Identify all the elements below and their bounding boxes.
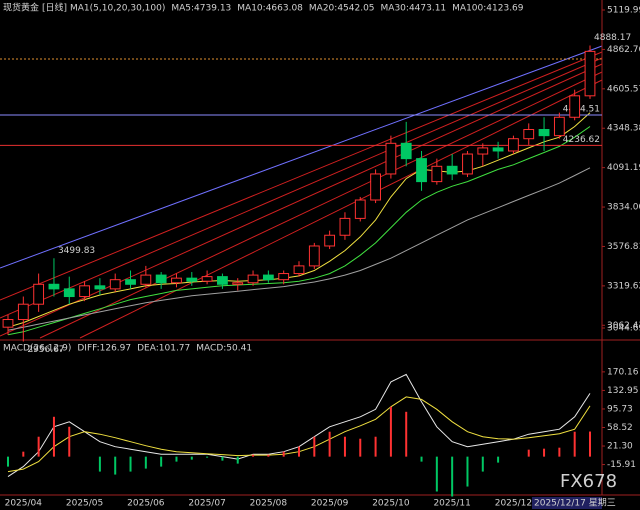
period: [日线] (42, 2, 67, 14)
x-tick-label: 2025/06 (127, 499, 165, 509)
y-tick-label: 4605.57 (607, 84, 640, 94)
legend-entry: MACD(26,12,9) (3, 344, 71, 354)
candle-body (247, 274, 259, 284)
line-series (7, 373, 591, 478)
y-tick-label: 4862.76 (607, 45, 640, 55)
candle-body (293, 265, 305, 275)
candle-body (217, 276, 228, 285)
candle-body (278, 273, 290, 281)
level-label: 4434.51 (563, 105, 600, 115)
candle-body (523, 129, 535, 140)
watermark: FX678 (560, 471, 617, 492)
price-annotation: 4888.17 (594, 33, 631, 43)
legend-entry: DEA:101.77 (137, 344, 190, 354)
y-tick-label: 21.30 (607, 442, 633, 452)
line-series (7, 126, 591, 336)
current-date: 2025/12/17 星期三 (534, 498, 616, 509)
candle-body (94, 285, 106, 290)
y-tick-label: 3834.00 (607, 203, 640, 213)
price-annotation: 2956.67 (27, 345, 64, 355)
candle-body (232, 282, 244, 285)
candle-body (354, 199, 366, 219)
legend-entry: MA20:4542.05 (309, 4, 375, 14)
y-tick-label: 5119.99 (607, 6, 640, 16)
candle-body (324, 234, 336, 247)
x-tick-label: 2025/08 (250, 499, 288, 509)
candle-body (569, 95, 581, 118)
candle-body (79, 285, 90, 298)
candle-body (339, 217, 351, 236)
y-tick-label: 4091.19 (607, 163, 640, 173)
price-annotation: 3499.83 (58, 246, 95, 256)
candle-body (553, 116, 565, 137)
candle-body (431, 165, 443, 183)
legend-entry: MA30:4473.11 (381, 4, 447, 14)
legend-entry: MA100:4123.69 (452, 4, 524, 14)
y-tick-label: 3044.69 (607, 324, 640, 334)
line-series (7, 396, 591, 473)
channel-line (0, 51, 603, 301)
y-tick-label: 3576.81 (607, 242, 640, 252)
y-tick-label: 170.16 (607, 367, 639, 377)
candle-body (584, 50, 596, 97)
candle-body (140, 274, 152, 285)
legend-entry: MA5:4739.13 (171, 4, 231, 14)
candle-body (155, 274, 167, 284)
legend-entry: MA10:4663.08 (237, 4, 303, 14)
level-label: 4236.62 (563, 135, 600, 145)
channel-line (39, 71, 603, 339)
candle-body (17, 303, 29, 321)
candle-body (262, 274, 274, 281)
y-tick-label: -15.91 (607, 460, 636, 470)
y-tick-label: 58.52 (607, 423, 633, 433)
x-tick-label: 2025/09 (311, 499, 349, 509)
candle-body (109, 279, 121, 290)
current-date-bg (532, 497, 602, 509)
candle-body (446, 165, 458, 175)
x-tick-label: 2025/04 (5, 499, 43, 509)
candle-body (201, 276, 213, 282)
candle-body (538, 129, 550, 137)
y-tick-label: 3062.43 (607, 321, 640, 331)
y-tick-label: 95.73 (607, 404, 633, 414)
candle-body (125, 279, 136, 285)
x-tick-label: 2025/11 (433, 499, 470, 509)
candle-body (508, 138, 519, 152)
candle-body (63, 288, 75, 298)
x-tick-label: 2025/05 (66, 499, 103, 509)
trend-line (0, 45, 603, 269)
x-tick-label: 2025/12 (495, 499, 532, 509)
candle-body (48, 283, 60, 290)
candle-body (33, 283, 45, 305)
candle-body (462, 153, 473, 175)
y-tick-label: 132.95 (607, 386, 639, 396)
line-series (7, 167, 591, 331)
candle-body (370, 173, 381, 201)
candle-body (416, 158, 427, 183)
legend-entry: MACD:50.41 (196, 344, 252, 354)
x-tick-label: 2025/10 (372, 499, 410, 509)
channel-line (0, 63, 603, 337)
candle-body (2, 319, 14, 328)
candle-body (400, 142, 412, 160)
candle-body (492, 147, 504, 152)
instrument: 现货黄金 (3, 2, 39, 14)
x-tick-label: 2025/07 (188, 499, 225, 509)
legend-entry: DIFF:126.97 (77, 344, 131, 354)
legend-entry: MA1(5,10,20,30,100) (70, 4, 165, 14)
drawing-tools (0, 45, 603, 339)
candle-body (186, 277, 198, 282)
candle-body (385, 142, 397, 175)
channel-line (0, 57, 603, 319)
candle-body (477, 147, 489, 155)
candle-body (308, 245, 320, 267)
channel-line (79, 79, 603, 339)
y-tick-label: 4348.38 (607, 124, 640, 134)
candle-body (171, 277, 182, 284)
y-tick-label: 3319.62 (607, 281, 640, 291)
